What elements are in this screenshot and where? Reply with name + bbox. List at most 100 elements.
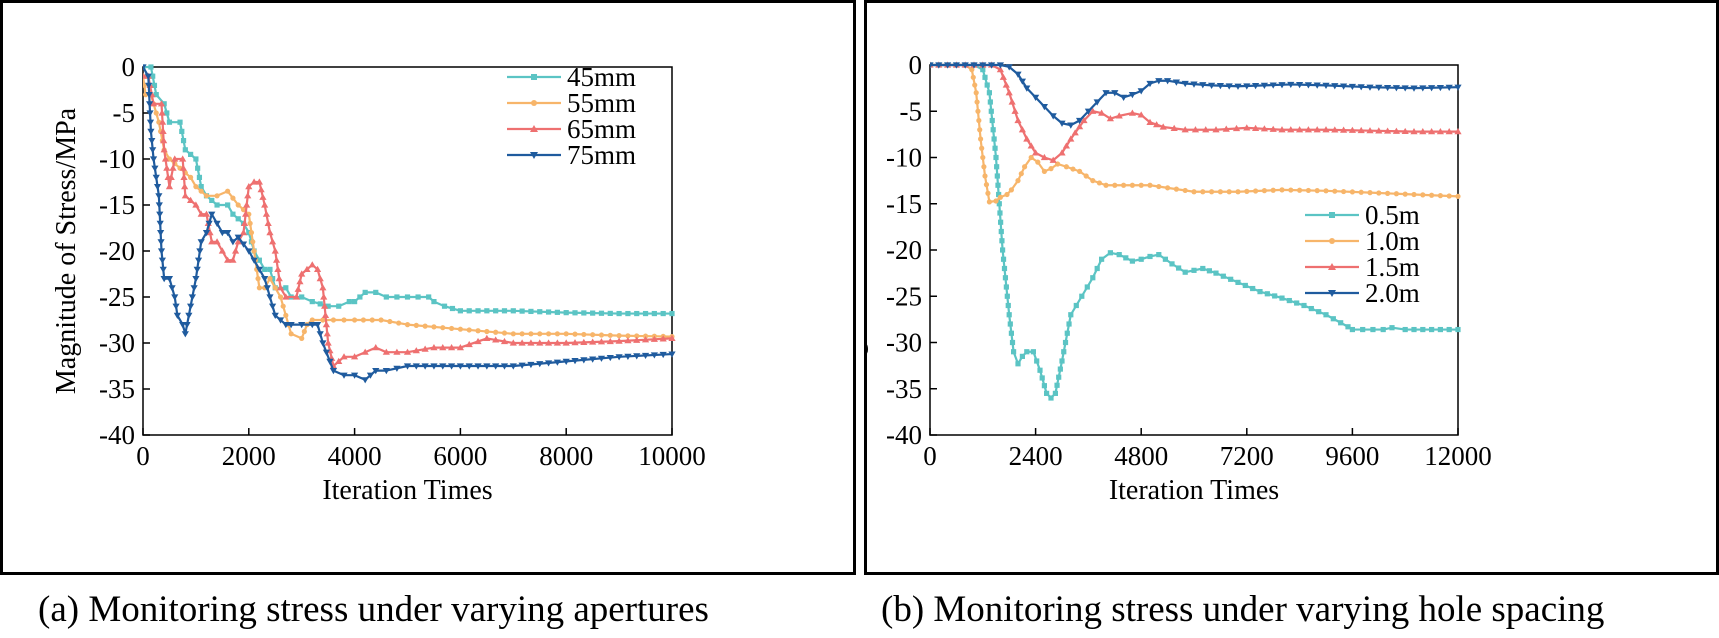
chart-a-point-75mm (366, 372, 375, 379)
chart-b-point-1.0m (1455, 193, 1461, 199)
chart-b-point-0.5m (999, 238, 1005, 244)
chart-a-point-75mm (544, 360, 553, 367)
chart-b-point-2.0m (1357, 84, 1365, 91)
chart-b-point-1.0m (1385, 190, 1391, 196)
chart-b-point-1.5m (1392, 127, 1400, 134)
chart-b-point-0.5m (1037, 367, 1043, 373)
chart-a-point-75mm (562, 358, 570, 365)
chart-a-point-55mm (369, 317, 375, 323)
chart-a-point-55mm (225, 188, 231, 194)
chart-a-point-45mm (357, 294, 363, 300)
chart-b-point-0.5m (1147, 253, 1153, 260)
chart-b-point-0.5m (1156, 252, 1162, 258)
chart-a-point-75mm (218, 230, 226, 237)
chart-a-point-45mm (519, 308, 525, 314)
chart-b-point-1.0m (986, 199, 992, 205)
chart-a-point-45mm (590, 310, 596, 316)
chart-a-point-45mm (256, 257, 262, 263)
chart-b-point-0.5m (1024, 349, 1030, 355)
chart-b-point-0.5m (998, 219, 1004, 225)
chart-a-point-55mm (360, 317, 367, 323)
chart-b-point-2.0m (1137, 88, 1145, 95)
chart-b-point-1.0m (1429, 192, 1435, 198)
chart-a-point-65mm (324, 339, 332, 346)
chart-b-point-2.0m (952, 62, 960, 69)
chart-b-point-0.5m (1002, 275, 1009, 281)
chart-a-point-45mm (537, 309, 543, 315)
chart-b-point-1.0m (1004, 191, 1010, 198)
chart-b-ytick-label: -30 (886, 328, 922, 358)
chart-a-point-65mm (240, 219, 249, 226)
chart-a-point-45mm (383, 294, 389, 300)
chart-b-point-0.5m (1116, 252, 1122, 258)
chart-a-point-65mm (641, 336, 650, 343)
chart-b-point-0.5m (1059, 358, 1065, 364)
chart-b-point-2.0m (961, 62, 969, 69)
chart-a-point-55mm (466, 327, 472, 333)
chart-a-point-45mm (394, 294, 400, 300)
chart-a-point-65mm (372, 344, 380, 351)
chart-b-point-0.5m (1162, 256, 1168, 262)
chart-a-point-75mm (266, 294, 274, 301)
chart-a-point-75mm (158, 257, 166, 264)
chart-a-point-65mm (163, 164, 171, 171)
chart-a-point-65mm (412, 347, 420, 354)
chart-a-point-75mm (439, 363, 447, 370)
chart-b-point-1.5m (1340, 126, 1348, 133)
chart-b-point-0.5m (1429, 326, 1435, 333)
chart-a-point-55mm (625, 333, 631, 339)
chart-a-point-75mm (185, 312, 193, 319)
chart-b-point-2.0m (979, 62, 987, 69)
chart-a-point-75mm (589, 356, 597, 363)
chart-a-point-75mm (143, 64, 147, 71)
chart-a-point-65mm (553, 339, 561, 346)
chart-a-point-45mm (195, 165, 201, 171)
chart-a-point-75mm (276, 317, 285, 324)
chart-a-point-65mm (234, 238, 242, 245)
chart-a-point-75mm (633, 353, 641, 360)
chart-b-point-2.0m (935, 62, 943, 69)
chart-a-point-45mm (151, 82, 158, 88)
chart-b-point-0.5m (1345, 324, 1351, 330)
chart-b-point-1.5m (1058, 149, 1066, 156)
chart-b-point-2.0m (1190, 81, 1198, 88)
chart-a-point-45mm (625, 310, 631, 317)
chart-a-point-75mm (492, 363, 500, 370)
chart-a-point-55mm (309, 317, 315, 323)
chart-b-point-1.5m (1089, 107, 1097, 114)
chart-a-point-65mm (668, 334, 676, 341)
chart-b-legend-marker-1.0m (1329, 238, 1335, 244)
chart-b-point-1.0m (1393, 191, 1399, 197)
chart-b-point-1.5m (1080, 116, 1088, 124)
chart-b-point-0.5m (1437, 326, 1443, 333)
chart-a-point-55mm (634, 333, 640, 339)
chart-a-point-65mm (580, 338, 588, 345)
chart-a-point-65mm (179, 155, 187, 162)
chart-a-point-45mm (179, 128, 185, 134)
chart-b-point-1.0m (1314, 188, 1320, 194)
chart-a-point-75mm (149, 147, 157, 154)
chart-a-ytick-label: -25 (99, 282, 135, 312)
chart-b-point-0.5m (1056, 374, 1062, 380)
chart-b-point-0.5m (1066, 321, 1072, 327)
chart-b-point-1.5m (1115, 112, 1123, 119)
chart-a-point-65mm (465, 340, 473, 348)
chart-b-point-1.5m (1202, 126, 1210, 133)
chart-a-point-65mm (165, 183, 174, 190)
chart-b-point-0.5m (1446, 326, 1452, 333)
chart-b-point-0.5m (1015, 361, 1021, 367)
chart-b-point-1.0m (1008, 187, 1014, 193)
chart-b-point-1.5m (1304, 126, 1312, 133)
chart-a-point-65mm (202, 210, 211, 217)
chart-a-point-65mm (650, 335, 658, 342)
chart-a-point-65mm (483, 334, 491, 341)
chart-b-point-0.5m (994, 173, 1000, 179)
chart-b-point-1.5m (1027, 142, 1035, 149)
chart-b-point-0.5m (1094, 265, 1100, 272)
chart-b-point-0.5m (993, 154, 999, 161)
chart-b-point-0.5m (996, 191, 1002, 198)
chart-b-point-1.0m (1077, 168, 1083, 174)
chart-b-point-1.0m (997, 194, 1003, 200)
chart-b-point-0.5m (1099, 256, 1105, 262)
chart-b-point-1.5m (1076, 123, 1084, 130)
